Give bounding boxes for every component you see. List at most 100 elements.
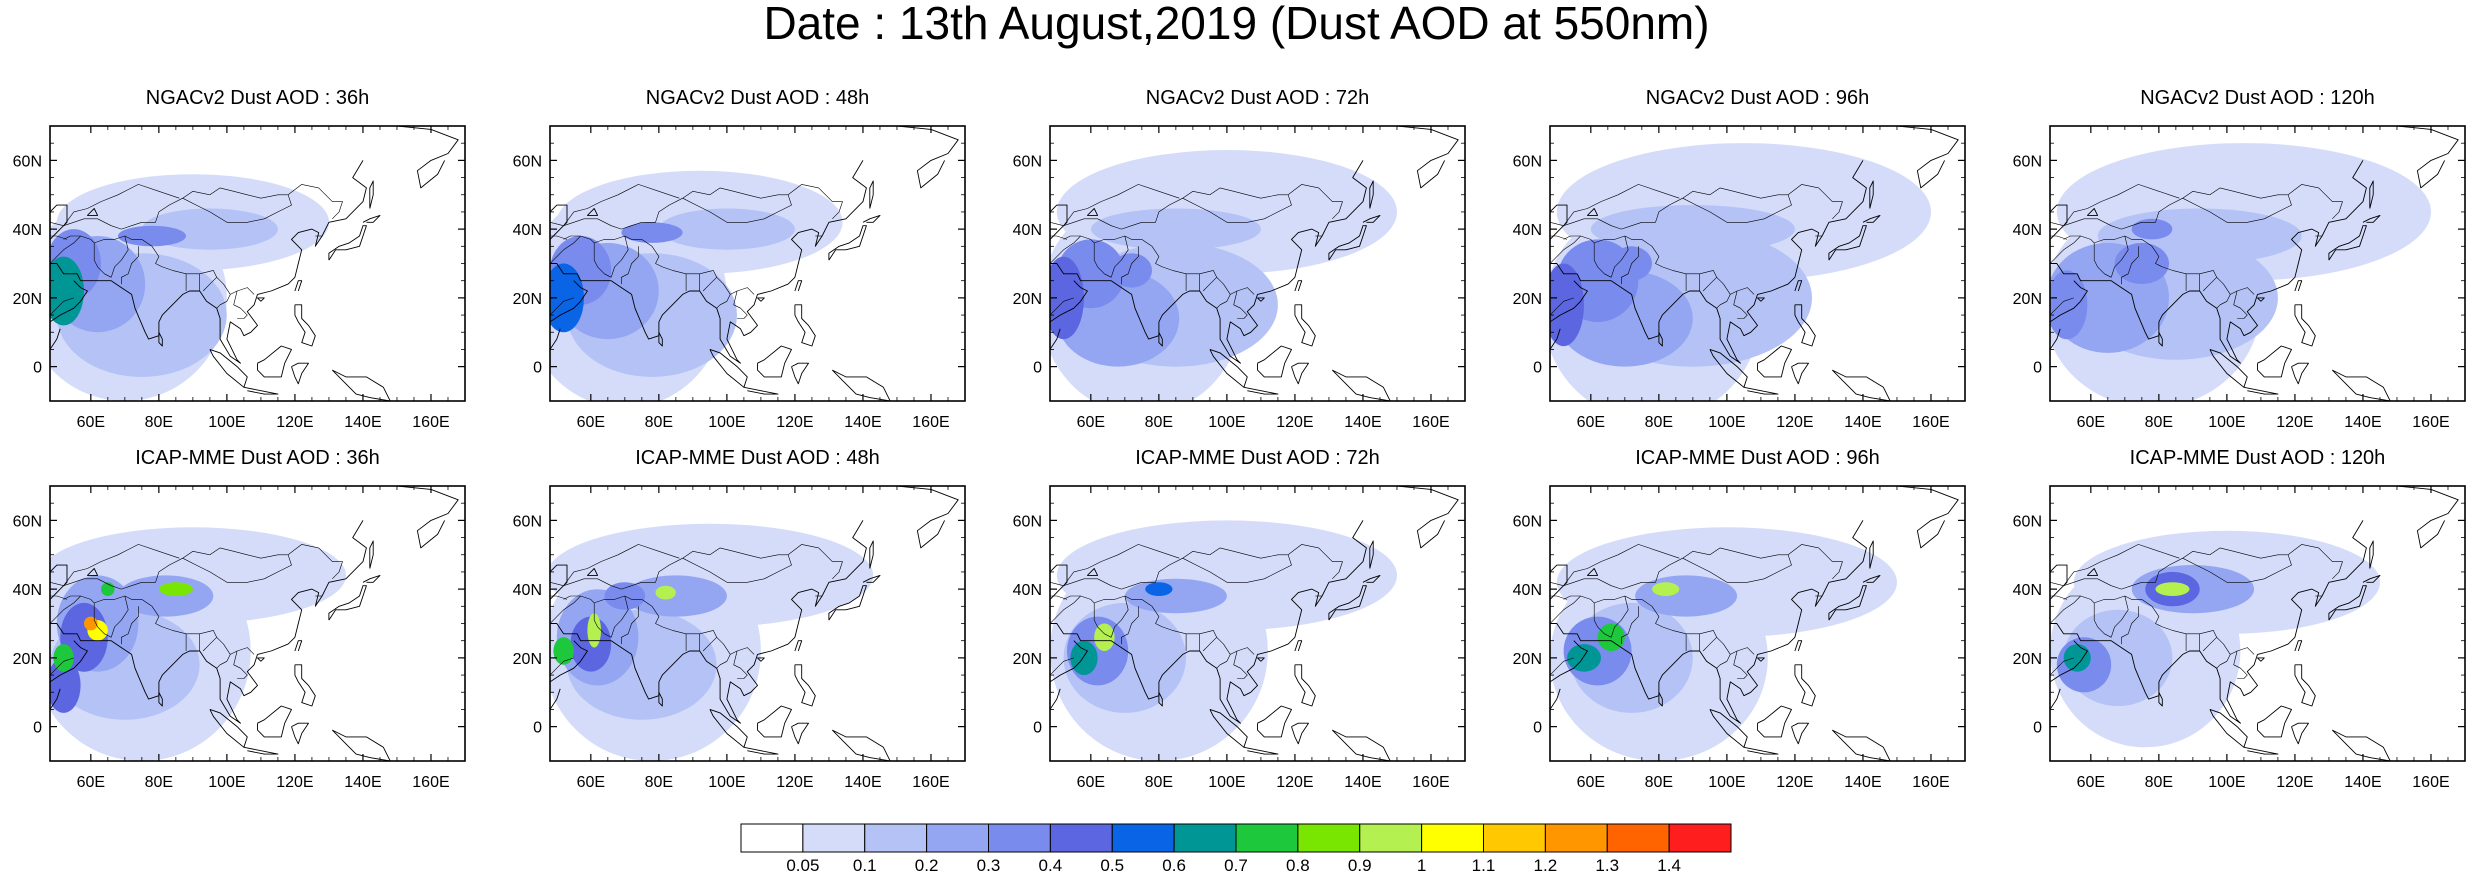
coastline — [1794, 664, 1816, 707]
lat-tick-label: 40N — [1513, 222, 1542, 239]
country-border — [1050, 544, 1343, 590]
lon-tick-label: 120E — [1276, 414, 1313, 431]
country-border — [1050, 184, 1343, 230]
lon-tick-label: 140E — [344, 774, 381, 791]
country-border — [610, 235, 629, 278]
country-border — [2063, 235, 2095, 244]
country-border — [2216, 277, 2255, 295]
coastline — [2050, 160, 2367, 364]
coastline — [1050, 640, 1088, 683]
country-border — [2141, 599, 2217, 652]
map-panel-ngacv2-36h: NGACv2 Dust AOD : 36h 60E 80E 100E 120E 140E 1… — [0, 86, 500, 446]
coastline — [2369, 540, 2374, 569]
coastline — [1550, 328, 1561, 350]
aod-blob — [2063, 644, 2091, 672]
colorbar-swatch — [1297, 823, 1361, 853]
lon-tick-label: 80E — [1145, 774, 1173, 791]
country-border — [594, 235, 642, 244]
lat-tick-label: 40N — [2013, 222, 2042, 239]
colorbar-swatch — [740, 823, 804, 853]
country-border — [1563, 544, 1680, 586]
lat-tick-label: 40N — [1013, 582, 1042, 599]
lon-tick-label: 120E — [2276, 414, 2313, 431]
country-border — [1716, 294, 1731, 309]
country-border — [141, 599, 217, 652]
aod-blob — [1652, 582, 1680, 596]
lon-tick-label: 60E — [2077, 414, 2105, 431]
colorbar-label: 0.6 — [1162, 856, 1186, 873]
coastline — [362, 574, 381, 583]
country-border — [1216, 637, 1255, 655]
colorbar-label: 0.3 — [977, 856, 1001, 873]
coastline — [1158, 332, 1163, 347]
country-border — [1716, 637, 1755, 655]
coastline — [2086, 568, 2099, 576]
lat-tick-label: 0 — [33, 360, 42, 377]
coastline — [743, 746, 779, 755]
lon-tick-label: 100E — [2208, 774, 2245, 791]
coastline — [2331, 369, 2391, 401]
country-border — [1094, 595, 1142, 604]
aod-blob — [587, 613, 601, 648]
figure-title: Date : 13th August,2019 (Dust AOD at 550… — [763, 0, 1710, 49]
coastline — [1794, 304, 1816, 347]
country-border — [1733, 650, 1748, 679]
aod-field — [550, 523, 874, 761]
country-border — [1182, 547, 1289, 559]
colorbar-swatch — [1606, 823, 1670, 853]
aod-blob — [53, 644, 74, 672]
country-border — [216, 294, 231, 309]
lon-tick-label: 60E — [2077, 774, 2105, 791]
country-border — [50, 184, 343, 230]
lon-tick-label: 120E — [1776, 774, 1813, 791]
lat-tick-label: 20N — [513, 291, 542, 308]
country-border — [733, 650, 748, 679]
country-border — [1141, 239, 1217, 292]
map-panel-icap-mme-36h: ICAP-MME Dust AOD : 36h 60E 80E 100E 120E 140… — [0, 446, 500, 806]
lon-tick-label: 100E — [708, 774, 745, 791]
coastline — [1331, 729, 1391, 761]
lon-tick-label: 60E — [1577, 414, 1605, 431]
country-border — [50, 595, 81, 624]
country-border — [1550, 595, 1568, 600]
lon-tick-label: 100E — [208, 774, 245, 791]
coastline — [257, 657, 265, 662]
coastline — [794, 640, 803, 652]
country-border — [1110, 595, 1129, 638]
dust-aod-map: 60E 80E 100E 120E 140E 160E 60N 40N 20N 0 — [1513, 125, 1966, 431]
coastline — [291, 362, 309, 385]
lon-tick-label: 80E — [1645, 774, 1673, 791]
coastline — [1294, 280, 1303, 292]
colorbar-label: 1.4 — [1657, 856, 1681, 873]
coastline — [86, 208, 99, 216]
coastline — [2243, 746, 2279, 755]
coastline — [1831, 729, 1891, 761]
country-border — [550, 235, 581, 264]
aod-blob — [1111, 253, 1152, 288]
coastline — [1086, 208, 1099, 216]
coastline — [243, 746, 279, 755]
coastline — [1757, 297, 1765, 302]
dust-aod-map: 60E 80E 100E 120E 140E 160E 60N 40N 20N 0 — [513, 485, 966, 791]
lon-tick-label: 100E — [1208, 774, 1245, 791]
lat-tick-label: 20N — [2013, 651, 2042, 668]
country-border — [1682, 187, 1789, 199]
lat-tick-label: 0 — [2033, 360, 2042, 377]
country-border — [550, 544, 843, 590]
coastline — [1828, 225, 1867, 261]
lat-tick-label: 60N — [513, 153, 542, 170]
country-border — [1716, 654, 1731, 669]
panel-title: NGACv2 Dust AOD : 36h — [145, 87, 370, 109]
coastline — [1362, 574, 1381, 583]
aod-blob — [158, 582, 193, 596]
lat-tick-label: 60N — [513, 513, 542, 530]
coastline — [1709, 708, 1748, 748]
lon-tick-label: 160E — [412, 774, 449, 791]
country-border — [733, 290, 748, 319]
lon-tick-label: 140E — [1344, 774, 1381, 791]
colorbar-swatch — [1483, 823, 1546, 853]
panel-title: NGACv2 Dust AOD : 120h — [2140, 87, 2375, 109]
colorbar-swatch — [802, 823, 866, 853]
map-panel-icap-mme-120h: ICAP-MME Dust AOD : 120h 60E 80E 100E 120E 14… — [2000, 446, 2473, 806]
country-border — [1641, 599, 1717, 652]
